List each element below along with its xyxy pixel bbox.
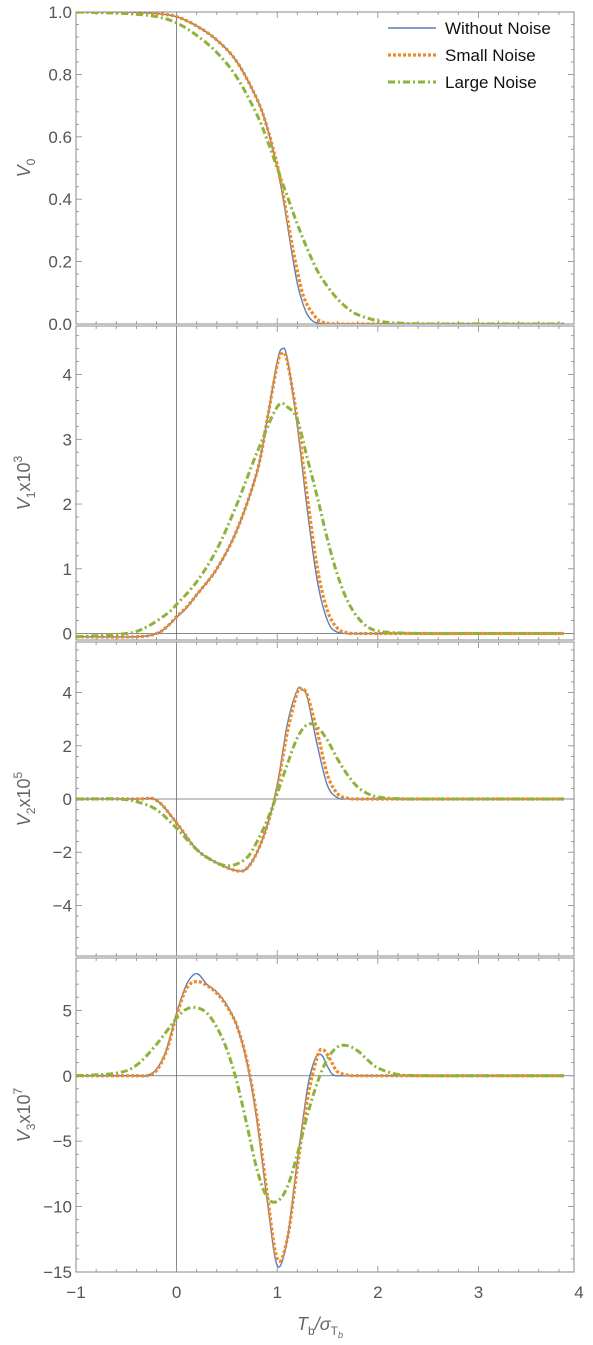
series-group (76, 686, 564, 873)
y-tick-label: −2 (53, 843, 72, 862)
y-tick-label: 0.8 (48, 65, 72, 84)
y-tick-label: 2 (63, 495, 72, 514)
series-line-without-noise (76, 972, 564, 1268)
y-tick-label: −4 (53, 896, 72, 915)
y-tick-label: −15 (43, 1263, 72, 1282)
x-axis: −1 0 1 2 3 4 (66, 1283, 583, 1302)
y-tick-label: 0.4 (48, 190, 72, 209)
y-tick-label: 3 (63, 430, 72, 449)
y-tick-label: −10 (43, 1198, 72, 1217)
y-label-main: V (14, 163, 34, 177)
y-axis-label: V1x103 (11, 455, 38, 510)
y-tick-label: 0.2 (48, 253, 72, 272)
series-line-large-noise (76, 1005, 564, 1204)
y-label-sub: 1 (24, 491, 38, 498)
y-label-sub: 0 (24, 158, 38, 165)
x-tick-label: 2 (373, 1283, 382, 1302)
y-label-sub: 3 (24, 1123, 38, 1130)
y-axis-label: V0 (14, 158, 38, 177)
y-tick-label: 1 (63, 560, 72, 579)
x-tick-label: 4 (574, 1283, 583, 1302)
x-tick-label: 0 (172, 1283, 181, 1302)
x-tick-label: 1 (272, 1283, 281, 1302)
panels: 0.00.20.40.60.81.0V001234V1x103−4−2024V2… (11, 3, 575, 1282)
y-label-sup: 5 (11, 771, 25, 778)
series-line-without-noise (76, 686, 564, 872)
x-tick-label: 3 (474, 1283, 483, 1302)
y-axis-label: V2x105 (11, 771, 38, 826)
legend-item-without-noise: Without Noise (388, 19, 551, 38)
y-tick-label: 0 (63, 1067, 72, 1086)
series-line-small-noise (76, 351, 564, 639)
series-group (76, 12, 564, 324)
series-line-large-noise (76, 12, 564, 324)
y-tick-label: 2 (63, 737, 72, 756)
y-label-sup: 3 (11, 455, 25, 462)
legend-label: Small Noise (445, 46, 536, 65)
series-line-small-noise (76, 12, 564, 324)
series-line-without-noise (76, 347, 564, 638)
series-group (76, 347, 564, 639)
y-tick-label: 0.6 (48, 128, 72, 147)
y-label-suffix: x10 (14, 1094, 34, 1123)
panel-frame (75, 957, 575, 1273)
y-tick-label: 0.0 (48, 315, 72, 334)
series-line-large-noise (76, 722, 564, 868)
legend: Without Noise Small Noise Large Noise (388, 19, 551, 92)
y-label-main: V (14, 496, 34, 510)
y-tick-label: 0 (63, 790, 72, 809)
y-label-suffix: x10 (14, 778, 34, 807)
y-label-main: V (14, 812, 34, 826)
series-line-small-noise (76, 686, 564, 873)
y-label-sup: 7 (11, 1087, 25, 1094)
x-axis-label: Tb/σTb (297, 1314, 343, 1340)
panel-0: 0.0 0.2 0.4 0.6 0.8 1.0 V0 (14, 3, 575, 334)
y-tick-label: −5 (53, 1132, 72, 1151)
y-label-sub: 2 (24, 807, 38, 814)
series-group (76, 972, 564, 1268)
legend-item-small-noise: Small Noise (388, 46, 536, 65)
series-line-large-noise (76, 401, 564, 639)
y-tick-label: 0 (63, 625, 72, 644)
legend-item-large-noise: Large Noise (388, 73, 537, 92)
y-label-main: V (14, 1128, 34, 1142)
panel-frame (75, 325, 575, 641)
y-tick-label: 1.0 (48, 3, 72, 22)
legend-label: Without Noise (445, 19, 551, 38)
legend-label: Large Noise (445, 73, 537, 92)
series-line-small-noise (76, 979, 564, 1263)
y-tick-label: 4 (63, 366, 72, 385)
y-tick-label: 5 (63, 1001, 72, 1020)
y-tick-label: 4 (63, 684, 72, 703)
y-axis-label: V3x107 (11, 1087, 38, 1142)
y-label-suffix: x10 (14, 462, 34, 491)
x-tick-label: −1 (66, 1283, 85, 1302)
series-line-without-noise (76, 12, 564, 324)
panel-3: −15 −10 −5 0 5 V3x107 (11, 957, 575, 1282)
